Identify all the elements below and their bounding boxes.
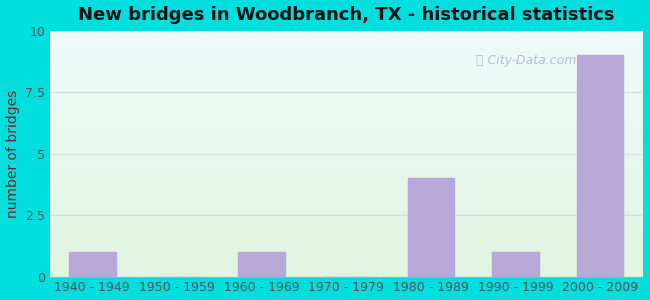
Bar (239, 252, 285, 277)
Bar (577, 55, 623, 277)
Text: ⓘ City-Data.com: ⓘ City-Data.com (476, 54, 577, 67)
Bar (69, 252, 116, 277)
Title: New bridges in Woodbranch, TX - historical statistics: New bridges in Woodbranch, TX - historic… (78, 6, 614, 24)
Bar (492, 252, 539, 277)
Bar (408, 178, 454, 277)
Y-axis label: number of bridges: number of bridges (6, 89, 20, 218)
